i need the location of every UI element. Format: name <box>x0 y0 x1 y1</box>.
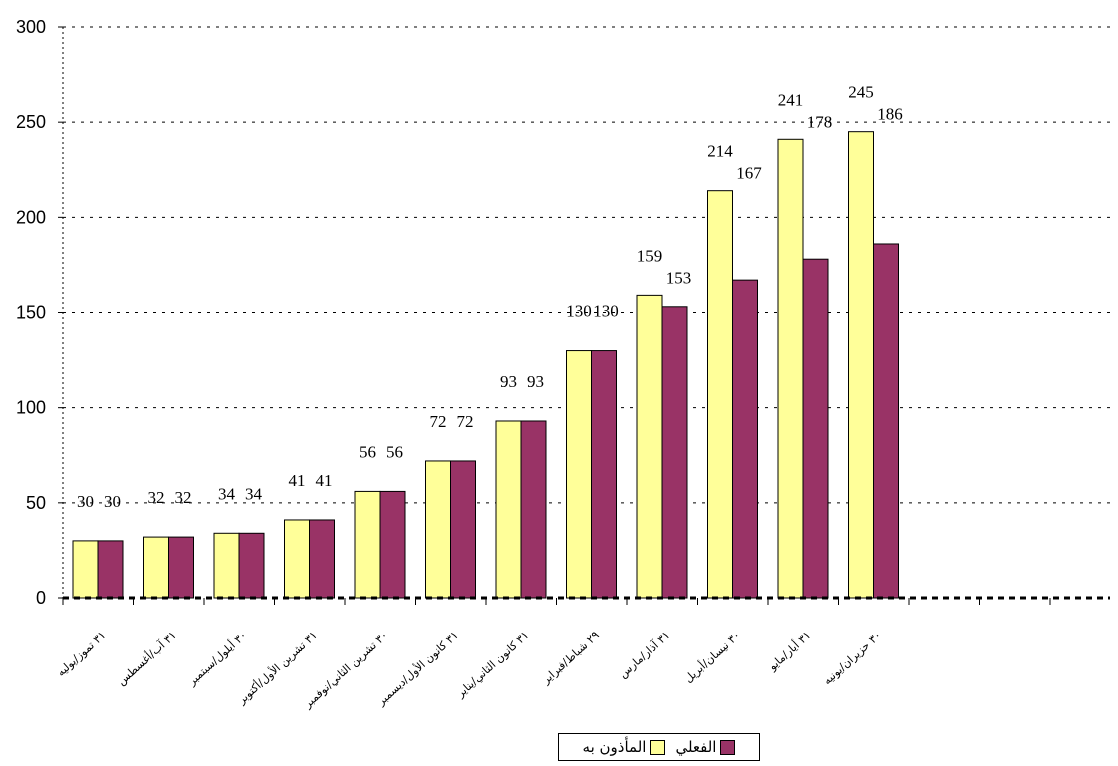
bar-actual <box>661 306 688 599</box>
x-tick-label: ٣١ كانون الثاني/يناير <box>453 629 531 701</box>
data-label-actual: 30 <box>104 492 121 511</box>
data-label-authorized: 245 <box>848 83 874 102</box>
bar-actual <box>238 532 265 599</box>
data-label-authorized: 56 <box>359 442 376 461</box>
legend: المأذون به الفعلي <box>558 733 760 761</box>
data-label-actual: 186 <box>877 105 903 124</box>
y-tick-label: 100 <box>16 398 46 418</box>
x-tick-label: ٣٠ أيلول/سبتمبر <box>184 628 249 689</box>
bar-authorized <box>72 540 99 599</box>
y-axis: 0 50 100 150 200 250 300 <box>16 17 64 608</box>
x-axis: ٣١ تموز/يوليه ٣١ آب/أغسطس ٣٠ أيلول/سبتمبر ٣… <box>54 596 1110 711</box>
legend-swatch-authorized <box>650 739 666 755</box>
bar-authorized <box>354 490 381 599</box>
data-label-authorized: 30 <box>77 492 94 511</box>
bars <box>72 131 899 599</box>
y-tick-label: 200 <box>16 207 46 227</box>
x-tick-label: ٣٠ نيسان/أبريل <box>681 628 743 685</box>
bar-authorized <box>636 294 663 599</box>
data-label-authorized: 159 <box>637 246 663 265</box>
x-tick-label: ٣١ تموز/يوليه <box>54 629 108 679</box>
bar-authorized <box>566 350 592 599</box>
legend-item-authorized: المأذون به <box>583 738 666 756</box>
data-label-authorized: 72 <box>430 412 447 431</box>
data-label-actual: 167 <box>736 164 762 183</box>
y-tick-label: 150 <box>16 303 46 323</box>
x-tick-label: ٣٠ حزيران/يونيه <box>821 629 884 688</box>
data-label-actual: 32 <box>175 488 192 507</box>
y-tick-label: 250 <box>16 112 46 132</box>
legend-label-authorized: المأذون به <box>582 738 647 756</box>
data-label-actual: 56 <box>386 442 403 461</box>
legend-swatch-actual <box>720 739 736 755</box>
data-label-actual: 130 <box>593 302 619 321</box>
bar-actual <box>591 350 617 599</box>
data-label-actual: 93 <box>527 372 544 391</box>
bar-authorized <box>848 131 874 599</box>
bar-actual <box>873 243 899 599</box>
y-tick-label: 0 <box>36 588 46 608</box>
bar-actual <box>450 460 476 599</box>
data-label-actual: 41 <box>316 471 333 490</box>
data-label-authorized: 41 <box>289 471 306 490</box>
data-label-actual: 72 <box>457 412 474 431</box>
bar-authorized <box>284 519 310 599</box>
data-label-authorized: 93 <box>500 372 517 391</box>
bar-actual <box>168 536 194 599</box>
bar-authorized <box>213 532 240 599</box>
data-label-authorized: 241 <box>778 90 804 109</box>
bar-actual <box>802 258 829 599</box>
legend-item-actual: الفعلي <box>675 738 736 756</box>
bar-authorized <box>495 420 522 599</box>
bar-authorized <box>707 190 733 599</box>
x-tick-label: ٢٩ شباط/فبراير <box>539 629 602 688</box>
bar-authorized <box>777 138 804 599</box>
data-label-authorized: 32 <box>148 488 165 507</box>
data-label-authorized: 34 <box>218 484 236 503</box>
bar-actual <box>97 540 124 599</box>
data-label-actual: 34 <box>245 484 263 503</box>
data-labels: 30 30 32 32 34 34 41 41 56 56 72 72 93 93 130 130 159153… <box>77 83 903 511</box>
y-tick-label: 50 <box>26 493 46 513</box>
legend-label-actual: الفعلي <box>675 738 717 756</box>
bar-actual <box>309 519 335 599</box>
x-tick-label: ٣١ آذار/مارس <box>616 628 672 681</box>
data-label-actual: 153 <box>666 268 692 287</box>
bar-authorized <box>143 536 169 599</box>
data-label-actual: 178 <box>807 112 833 131</box>
y-tick-label: 300 <box>16 17 46 37</box>
x-tick-label: ٣١ آب/أغسطس <box>114 628 178 688</box>
bar-actual <box>520 420 547 599</box>
bar-actual <box>379 490 406 599</box>
data-label-authorized: 214 <box>707 142 733 161</box>
data-label-authorized: 130 <box>566 302 592 321</box>
bar-actual <box>732 279 758 599</box>
bar-authorized <box>425 460 451 599</box>
x-tick-label: ٣١ أيار/مايو <box>765 628 814 674</box>
